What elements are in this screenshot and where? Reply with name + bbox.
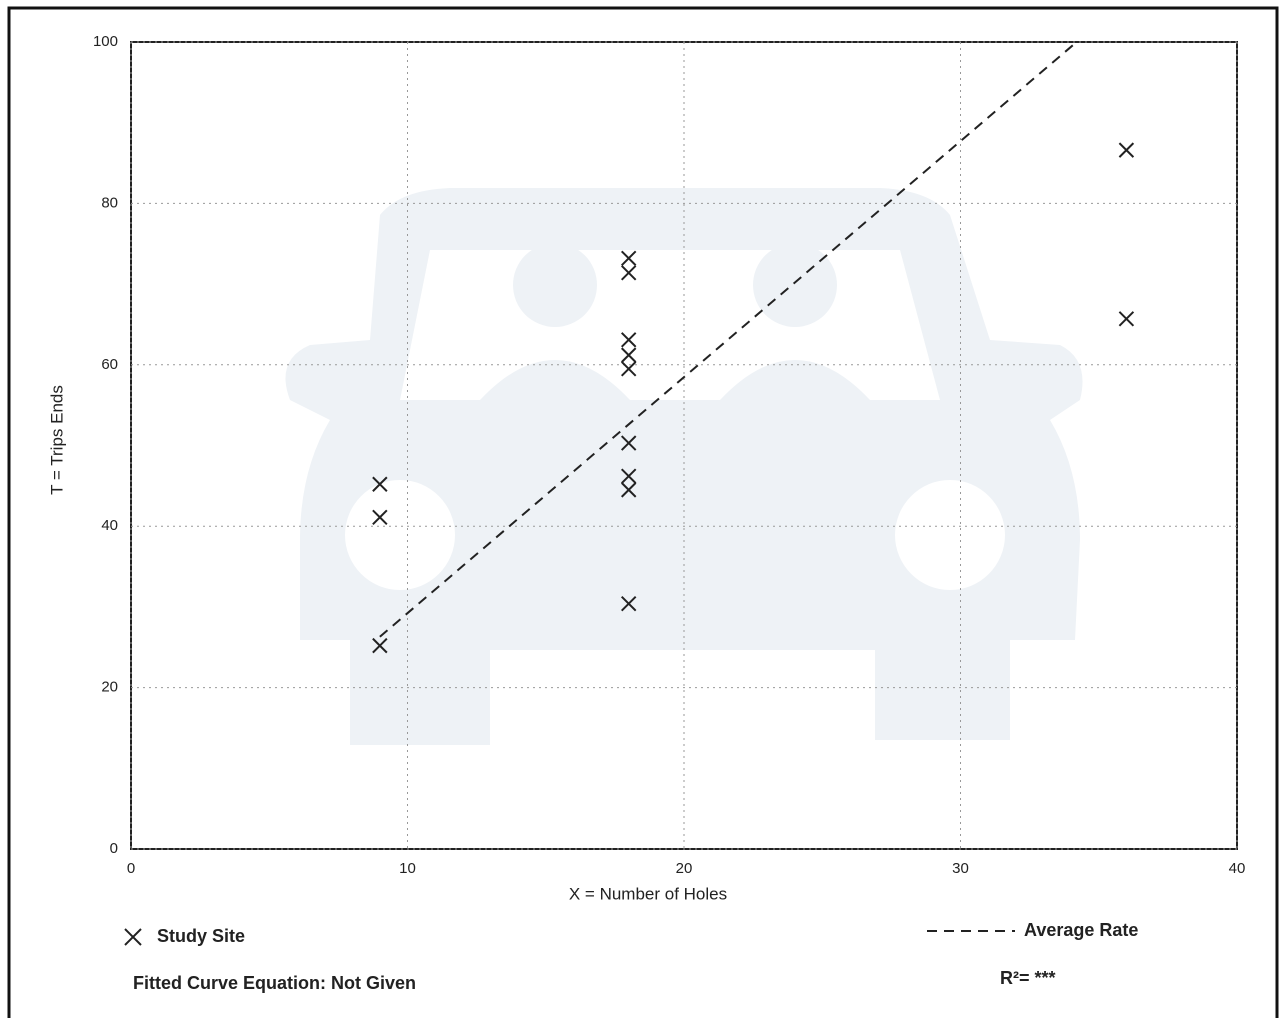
data-point xyxy=(620,468,637,484)
y-tick-label: 100 xyxy=(93,33,118,50)
data-point xyxy=(372,509,388,526)
data-point xyxy=(620,347,637,363)
y-tick-label: 60 xyxy=(101,356,118,373)
data-point xyxy=(372,637,388,654)
y-tick-label: 40 xyxy=(101,517,118,534)
y-tick-label: 0 xyxy=(110,840,118,857)
x-tick-label: 30 xyxy=(952,860,969,877)
y-tick-label: 20 xyxy=(101,679,118,696)
watermark-heads xyxy=(480,243,870,400)
x-axis-label: X = Number of Holes xyxy=(569,884,727,903)
y-axis-label: T = Trips Ends xyxy=(47,385,66,495)
data-point xyxy=(1118,311,1135,327)
data-point xyxy=(620,435,637,451)
legend-label: Study Site xyxy=(157,926,245,946)
data-point xyxy=(372,476,388,492)
legend-label: Average Rate xyxy=(1024,920,1138,940)
data-point xyxy=(620,595,637,612)
x-tick-label: 10 xyxy=(399,860,416,877)
y-tick-label: 80 xyxy=(101,194,118,211)
x-tick-label: 0 xyxy=(127,860,135,877)
data-point xyxy=(620,361,637,377)
r-squared: R²= *** xyxy=(1000,968,1056,988)
x-tick-label: 40 xyxy=(1229,860,1246,877)
data-point xyxy=(620,482,637,498)
data-point xyxy=(620,250,637,266)
data-point xyxy=(620,265,637,281)
fitted-equation: Fitted Curve Equation: Not Given xyxy=(133,973,416,993)
data-point xyxy=(1118,142,1135,158)
data-point xyxy=(620,332,637,348)
legend-marker xyxy=(124,928,142,946)
frame xyxy=(7,6,1279,1018)
x-tick-label: 20 xyxy=(676,860,693,877)
